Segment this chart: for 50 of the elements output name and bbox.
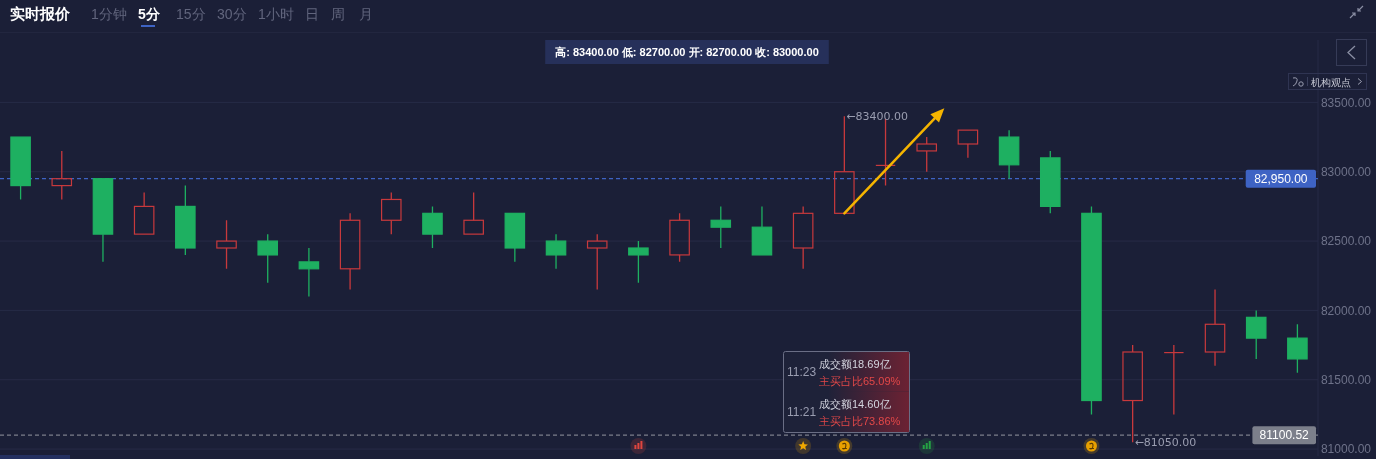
candlestick bbox=[586, 233, 608, 291]
candlestick bbox=[792, 205, 814, 270]
candlestick bbox=[916, 136, 938, 173]
candlestick bbox=[339, 212, 361, 291]
candlestick bbox=[628, 240, 649, 284]
candlestick bbox=[1081, 205, 1102, 416]
candlestick bbox=[257, 233, 279, 284]
text: 30分 bbox=[217, 6, 247, 22]
annotation: 主买占比65.09% bbox=[819, 375, 901, 387]
candlestick bbox=[751, 205, 773, 256]
candlestick bbox=[957, 129, 979, 159]
candlestick bbox=[463, 191, 484, 235]
text: 15分 bbox=[176, 6, 206, 22]
text: 日 bbox=[305, 6, 319, 22]
ref-line-label: 82,950.00 bbox=[1254, 171, 1308, 186]
text: 1小时 bbox=[258, 6, 294, 22]
annotation: 主买占比73.86% bbox=[819, 415, 901, 427]
text: 周 bbox=[331, 6, 345, 22]
annotation: 成交额14.60亿 bbox=[819, 398, 891, 410]
text: 1分钟 bbox=[91, 6, 127, 22]
y-tick-label: 81000.00 bbox=[1320, 442, 1372, 457]
text: 5分 bbox=[138, 6, 161, 22]
candlestick bbox=[92, 178, 114, 263]
text: 月 bbox=[359, 6, 373, 22]
y-tick-label: 83000.00 bbox=[1320, 164, 1372, 179]
y-tick-label: 82000.00 bbox=[1320, 303, 1372, 318]
annotation: 11:21 bbox=[787, 405, 817, 419]
annotation: 高: 83400.00 低: 82700.00 开: 82700.00 收: 83000.00 bbox=[555, 46, 819, 58]
candlestick bbox=[545, 233, 567, 270]
y-tick-label: 83500.00 bbox=[1320, 95, 1372, 110]
candlestick bbox=[1204, 288, 1226, 367]
annotation: 成交额18.69亿 bbox=[819, 358, 891, 370]
y-tick-label: 81500.00 bbox=[1320, 372, 1372, 387]
candlestick bbox=[216, 219, 237, 270]
chart-title: 实时报价 bbox=[10, 5, 71, 22]
annotation: ←83400.00 bbox=[846, 110, 909, 124]
candlestick bbox=[710, 205, 732, 249]
candlestick bbox=[380, 191, 402, 235]
annotation: ←81050.00 bbox=[1134, 436, 1197, 450]
candlestick bbox=[422, 205, 443, 249]
candlestick bbox=[1287, 323, 1308, 374]
annotation: 11:23 bbox=[787, 365, 817, 379]
y-tick-label: 82500.00 bbox=[1320, 234, 1372, 249]
candlestick bbox=[175, 184, 196, 256]
candlestick bbox=[298, 247, 320, 298]
candlestick bbox=[998, 129, 1020, 180]
ref-line-label: 81100.52 bbox=[1259, 428, 1310, 443]
candlestick bbox=[51, 150, 73, 201]
candlestick bbox=[1245, 309, 1267, 360]
annotation: 机构观点 bbox=[1311, 76, 1351, 88]
